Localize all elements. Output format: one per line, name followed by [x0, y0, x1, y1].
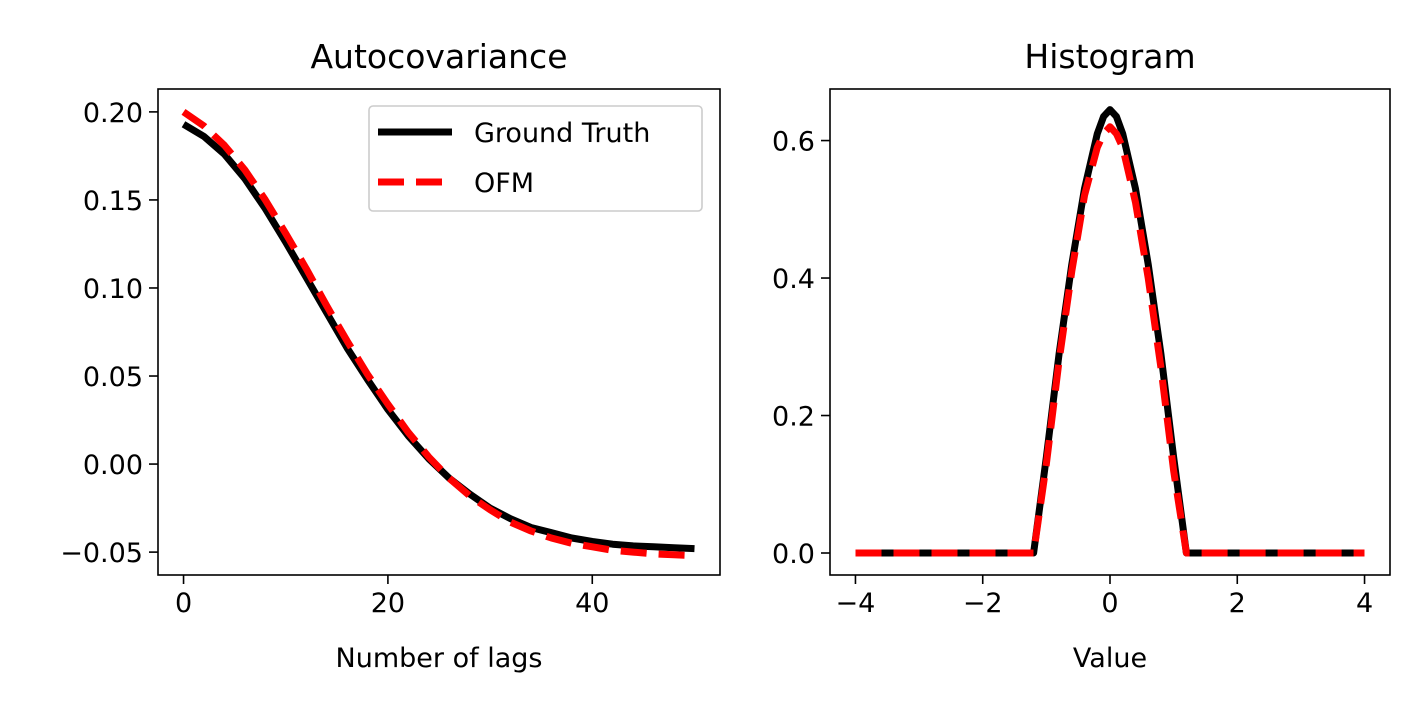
autocovariance-ytick-label: 0.15 [83, 186, 143, 217]
autocovariance-series [181, 109, 695, 560]
legend-box [368, 105, 703, 212]
autocovariance-panel: Autocovariance Number of lags 0 20 40 −0.05… [60, 37, 721, 674]
autocovariance-title: Autocovariance [310, 37, 567, 76]
autocovariance-ytick-label: 0.00 [83, 450, 143, 481]
histogram-xlabel: Value [1073, 643, 1147, 674]
histogram-panel: Histogram Value −4 −2 0 2 4 0.0 0.2 0.4 0.6 [772, 37, 1391, 674]
histogram-ytick-label: 0.2 [772, 402, 815, 433]
autocovariance-xtick-label: 0 [175, 588, 192, 619]
histogram-ytick-label: 0.6 [772, 127, 815, 158]
autocovariance-xlabel: Number of lags [336, 643, 543, 674]
legend-ofm-label: OFM [474, 168, 534, 199]
autocovariance-xtick-label: 20 [371, 588, 405, 619]
histogram-ofm-line [855, 123, 1365, 557]
legend-ground-truth-label: Ground Truth [474, 118, 650, 149]
histogram-axes-frame [829, 88, 1391, 576]
histogram-xtick-label: 4 [1356, 588, 1373, 619]
legend: Ground Truth OFM [368, 105, 703, 212]
autocovariance-axes-frame [157, 88, 721, 576]
autocovariance-ofm-line [181, 109, 695, 560]
histogram-title: Histogram [1024, 37, 1195, 76]
histogram-ticks: −4 −2 0 2 4 0.0 0.2 0.4 0.6 [772, 127, 1373, 619]
autocovariance-ytick-label: −0.05 [60, 538, 143, 569]
histogram-xtick-label: 2 [1229, 588, 1246, 619]
autocovariance-ytick-label: 0.05 [83, 362, 143, 393]
histogram-ytick-label: 0.0 [772, 539, 815, 570]
autocovariance-ticks: 0 20 40 −0.05 0.00 0.05 0.10 0.15 0.20 [60, 98, 609, 619]
histogram-ground-truth-line [855, 106, 1365, 557]
autocovariance-ytick-label: 0.20 [83, 98, 143, 129]
histogram-series [855, 106, 1365, 557]
histogram-xtick-label: −2 [963, 588, 1003, 619]
autocovariance-xtick-label: 40 [575, 588, 609, 619]
histogram-xtick-label: −4 [836, 588, 876, 619]
histogram-ytick-label: 0.4 [772, 264, 815, 295]
autocovariance-ytick-label: 0.10 [83, 274, 143, 305]
histogram-xtick-label: 0 [1101, 588, 1118, 619]
